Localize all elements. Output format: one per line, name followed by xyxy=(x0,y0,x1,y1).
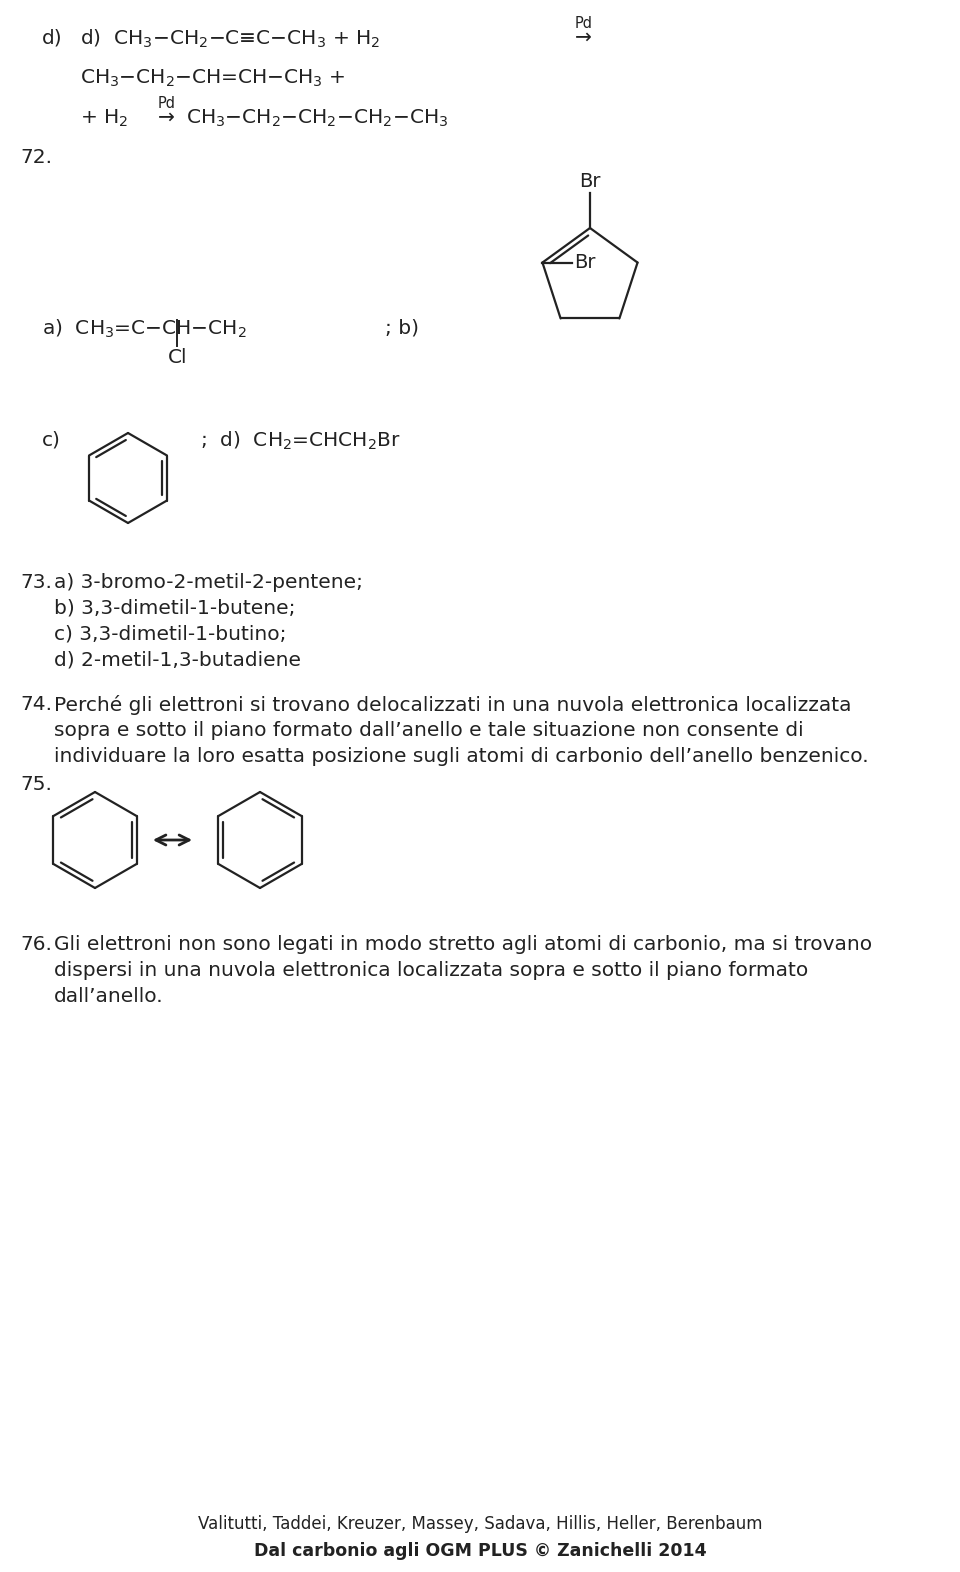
Text: Br: Br xyxy=(574,253,596,272)
Text: individuare la loro esatta posizione sugli atomi di carbonio dell’anello benzeni: individuare la loro esatta posizione sug… xyxy=(54,747,869,766)
Text: CH$_3$−CH$_2$−CH=CH−CH$_3$ +: CH$_3$−CH$_2$−CH=CH−CH$_3$ + xyxy=(80,68,346,90)
Text: c): c) xyxy=(42,431,60,450)
Text: Pd: Pd xyxy=(158,96,176,112)
Text: d) 2-metil-1,3-butadiene: d) 2-metil-1,3-butadiene xyxy=(54,651,301,670)
Text: Gli elettroni non sono legati in modo stretto agli atomi di carbonio, ma si trov: Gli elettroni non sono legati in modo st… xyxy=(54,935,872,954)
Text: 72.: 72. xyxy=(20,148,52,167)
Text: dispersi in una nuvola elettronica localizzata sopra e sotto il piano formato: dispersi in una nuvola elettronica local… xyxy=(54,960,808,979)
Text: + H$_2$: + H$_2$ xyxy=(80,108,128,129)
Text: sopra e sotto il piano formato dall’anello e tale situazione non consente di: sopra e sotto il piano formato dall’anel… xyxy=(54,722,804,740)
Text: Pd: Pd xyxy=(575,16,593,31)
Text: dall’anello.: dall’anello. xyxy=(54,987,163,1006)
Text: ; b): ; b) xyxy=(385,318,419,336)
Text: d)  CH$_3$−CH$_2$−C≡C−CH$_3$ + H$_2$: d) CH$_3$−CH$_2$−C≡C−CH$_3$ + H$_2$ xyxy=(80,28,380,50)
Text: Dal carbonio agli OGM PLUS © Zanichelli 2014: Dal carbonio agli OGM PLUS © Zanichelli … xyxy=(253,1542,707,1559)
Text: 75.: 75. xyxy=(20,775,52,794)
Text: 74.: 74. xyxy=(20,695,52,714)
Text: Perché gli elettroni si trovano delocalizzati in una nuvola elettronica localizz: Perché gli elettroni si trovano delocali… xyxy=(54,695,852,715)
Text: 76.: 76. xyxy=(20,935,52,954)
Text: →: → xyxy=(575,28,592,47)
Text: →: → xyxy=(158,108,175,127)
Text: a) 3-bromo-2-metil-2-pentene;: a) 3-bromo-2-metil-2-pentene; xyxy=(54,574,363,593)
Text: b) 3,3-dimetil-1-butene;: b) 3,3-dimetil-1-butene; xyxy=(54,599,296,618)
Text: Br: Br xyxy=(579,171,601,192)
Text: Valitutti, Taddei, Kreuzer, Massey, Sadava, Hillis, Heller, Berenbaum: Valitutti, Taddei, Kreuzer, Massey, Sada… xyxy=(198,1515,762,1533)
Text: 73.: 73. xyxy=(20,574,52,593)
Text: c) 3,3-dimetil-1-butino;: c) 3,3-dimetil-1-butino; xyxy=(54,626,286,645)
Text: Cl: Cl xyxy=(168,347,187,366)
Text: a)  CH$_3$=C−CH−CH$_2$: a) CH$_3$=C−CH−CH$_2$ xyxy=(42,318,247,340)
Text: CH$_3$−CH$_2$−CH$_2$−CH$_2$−CH$_3$: CH$_3$−CH$_2$−CH$_2$−CH$_2$−CH$_3$ xyxy=(186,108,448,129)
Text: d): d) xyxy=(42,28,62,47)
Text: ;  d)  CH$_2$=CHCH$_2$Br: ; d) CH$_2$=CHCH$_2$Br xyxy=(200,431,401,453)
